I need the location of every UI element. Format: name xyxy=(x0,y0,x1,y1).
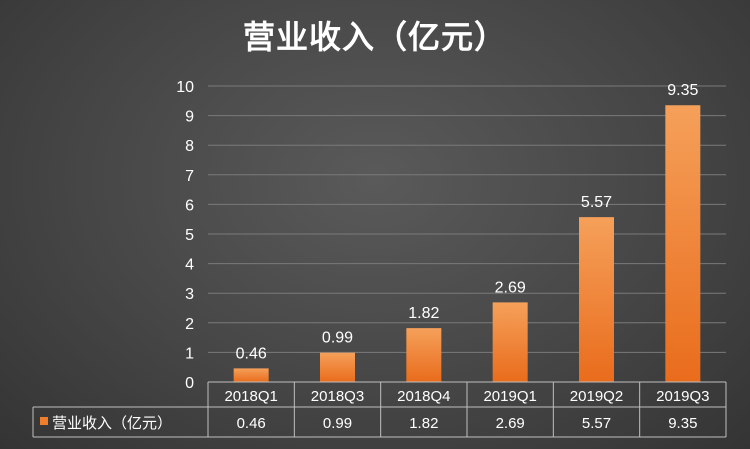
data-label: 5.57 xyxy=(581,194,612,211)
y-tick-label: 0 xyxy=(185,375,194,392)
legend-series-name: 营业收入（亿元） xyxy=(52,414,172,432)
data-label: 0.99 xyxy=(322,330,353,347)
y-tick-label: 9 xyxy=(185,109,194,126)
bar xyxy=(320,352,355,382)
y-tick-label: 4 xyxy=(185,257,194,274)
y-tick-label: 10 xyxy=(176,79,194,96)
x-category-label: 2018Q4 xyxy=(397,388,450,405)
table-value-cell: 0.46 xyxy=(237,415,266,432)
data-label: 2.69 xyxy=(495,279,526,296)
y-tick-label: 8 xyxy=(185,138,194,155)
x-category-label: 2018Q3 xyxy=(311,388,364,405)
y-tick-label: 2 xyxy=(185,316,194,333)
table-value-cell: 0.99 xyxy=(323,415,352,432)
table-value-cell: 9.35 xyxy=(668,415,697,432)
x-category-label: 2019Q2 xyxy=(570,388,623,405)
y-tick-label: 6 xyxy=(185,197,194,214)
legend-swatch xyxy=(40,417,48,425)
data-label: 0.46 xyxy=(236,345,267,362)
bar xyxy=(233,368,269,382)
data-label: 1.82 xyxy=(408,305,439,322)
y-tick-label: 5 xyxy=(185,227,194,244)
table-value-cell: 2.69 xyxy=(496,415,525,432)
y-tick-label: 1 xyxy=(185,345,194,362)
bar xyxy=(665,105,701,383)
table-value-cell: 5.57 xyxy=(582,415,611,432)
y-tick-label: 3 xyxy=(185,286,194,303)
table-value-cell: 1.82 xyxy=(409,415,438,432)
chart-title: 营业收入（亿元） xyxy=(242,18,507,56)
bar xyxy=(406,328,442,382)
x-category-label: 2019Q1 xyxy=(483,388,536,405)
bar xyxy=(579,217,614,382)
bar xyxy=(492,302,528,382)
x-category-label: 2018Q1 xyxy=(224,388,277,405)
x-category-label: 2019Q3 xyxy=(656,388,709,405)
data-label: 9.35 xyxy=(667,82,698,99)
y-tick-label: 7 xyxy=(185,168,194,185)
